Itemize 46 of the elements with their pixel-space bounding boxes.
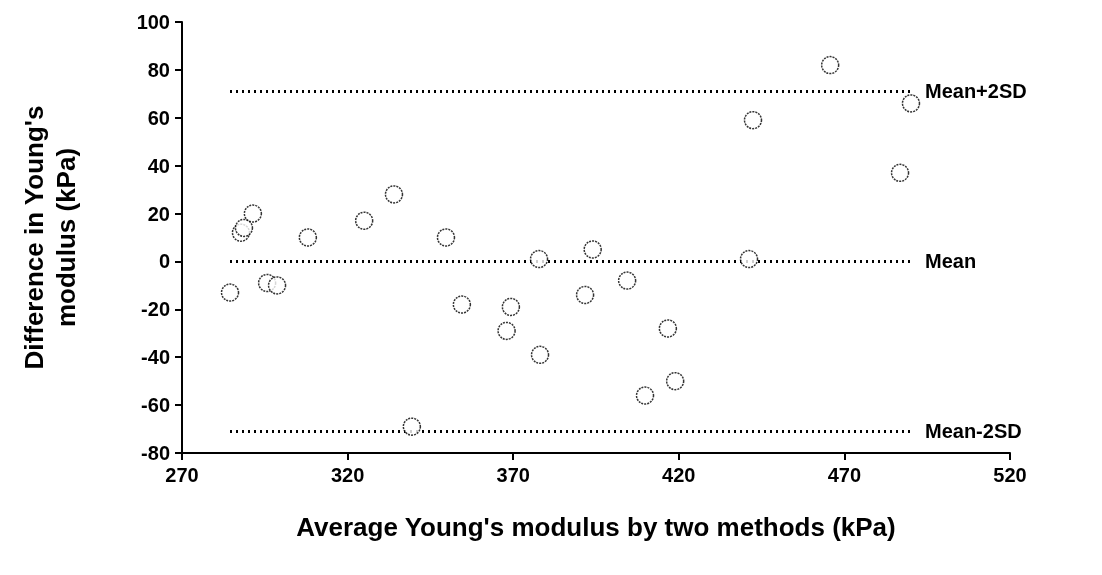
- point: [501, 297, 521, 317]
- ref-line-label: Mean: [924, 250, 977, 273]
- x-axis-title: Average Young's modulus by two methods (kPa): [296, 512, 896, 542]
- ref-line-label: Mean+2SD: [924, 80, 1027, 103]
- point: [635, 386, 655, 405]
- point: [901, 94, 921, 113]
- point: [890, 163, 910, 183]
- point: [354, 211, 374, 230]
- point: [665, 371, 685, 391]
- x-tick-label: 470: [827, 464, 862, 486]
- point: [234, 218, 254, 238]
- point: [402, 417, 422, 436]
- point: [529, 249, 549, 269]
- y-tick-label: 60: [147, 106, 170, 129]
- x-tick-label: 370: [496, 464, 530, 486]
- point: [384, 185, 404, 204]
- point: [658, 319, 678, 338]
- y-tick-label: 0: [158, 250, 170, 273]
- point: [436, 228, 456, 247]
- y-axis-title: Difference in Young's modulus (kPa): [19, 105, 81, 370]
- x-tick-label: 320: [330, 464, 365, 486]
- point: [820, 55, 840, 75]
- x-tick-label: 520: [993, 464, 1027, 486]
- point: [267, 276, 287, 295]
- point: [220, 283, 240, 302]
- y-tick-label: -20: [141, 298, 170, 321]
- point: [298, 228, 318, 247]
- point: [452, 295, 472, 314]
- y-tick-label: 20: [147, 202, 170, 225]
- x-tick-label: 420: [662, 464, 696, 486]
- point: [575, 285, 595, 305]
- point: [530, 345, 550, 365]
- point: [743, 110, 763, 130]
- point: [739, 249, 759, 269]
- point: [583, 240, 602, 259]
- y-tick-label: 100: [136, 11, 170, 33]
- y-tick-label: -40: [141, 346, 170, 369]
- point: [617, 271, 637, 290]
- x-tick-label: 270: [165, 464, 199, 486]
- point: [497, 321, 516, 341]
- y-tick-label: -80: [141, 442, 170, 464]
- y-tick-label: 80: [147, 58, 170, 81]
- ref-line-label: Mean-2SD: [924, 420, 1022, 443]
- y-tick-label: -60: [141, 394, 170, 417]
- point: [243, 204, 263, 223]
- y-tick-label: 40: [147, 154, 170, 177]
